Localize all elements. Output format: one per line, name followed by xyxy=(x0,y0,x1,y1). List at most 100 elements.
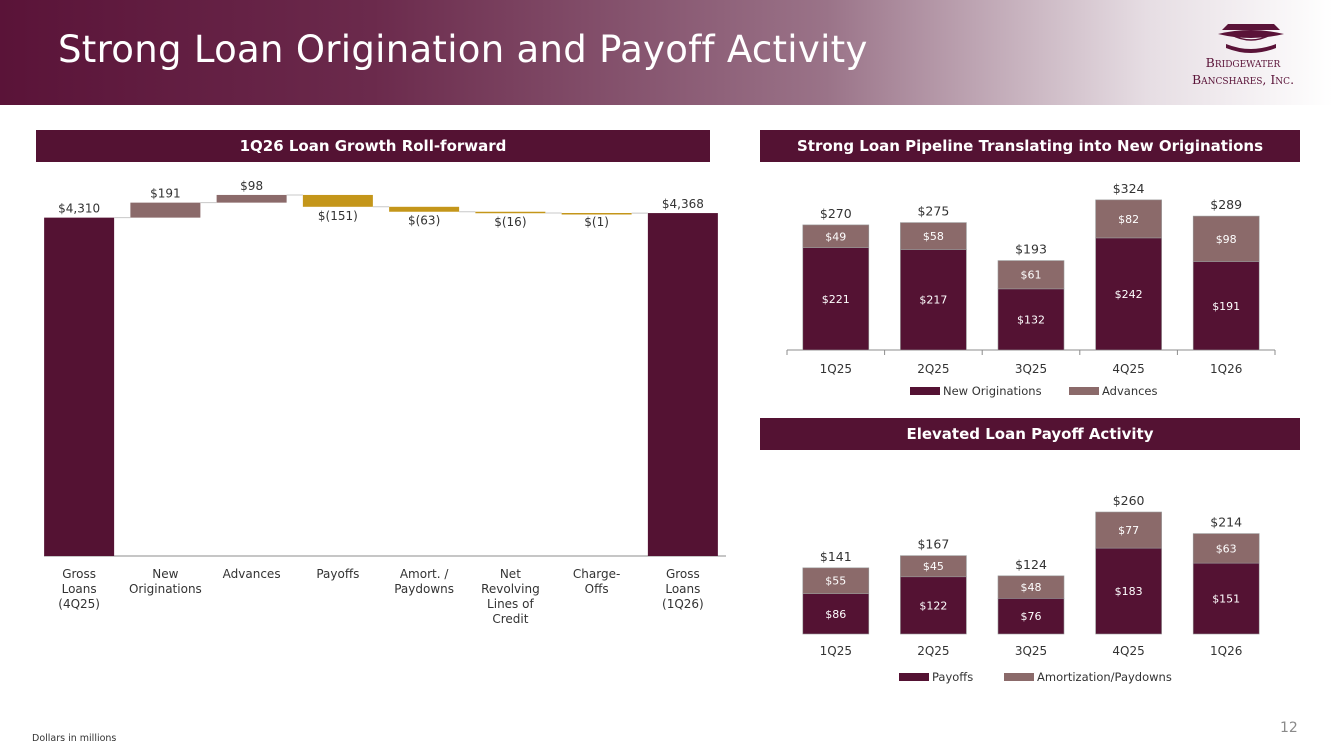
payoff-segment-label: $151 xyxy=(1212,593,1240,606)
pipeline-legend-swatch xyxy=(1069,387,1099,395)
logo-wordmark: Bridgewater Bancshares, Inc. xyxy=(1168,54,1318,88)
waterfall-category-label: Advances xyxy=(223,567,281,581)
pipeline-total-label: $289 xyxy=(1210,197,1242,212)
waterfall-bar xyxy=(647,213,718,556)
pipeline-chart-title: Strong Loan Pipeline Translating into Ne… xyxy=(760,130,1300,162)
pipeline-bar-secondary xyxy=(1095,199,1162,239)
payoff-bar-secondary xyxy=(997,575,1065,599)
waterfall-data-label: $(63) xyxy=(408,214,440,228)
footnote: Dollars in millions xyxy=(32,733,117,744)
payoff-category-label: 3Q25 xyxy=(1015,644,1047,658)
logo-line-2: Bancshares, Inc. xyxy=(1191,72,1295,87)
pipeline-bar-secondary xyxy=(802,224,870,248)
payoff-legend-swatch xyxy=(899,673,929,681)
payoff-category-label: 4Q25 xyxy=(1112,644,1144,658)
waterfall-category-label: Loans xyxy=(665,582,700,596)
waterfall-category-label: Lines of xyxy=(487,597,534,611)
payoff-bar-primary xyxy=(1192,562,1260,635)
waterfall-bar xyxy=(389,206,460,212)
waterfall-data-label: $4,310 xyxy=(58,202,100,216)
waterfall-data-label: $4,368 xyxy=(662,197,704,211)
payoff-bar-primary xyxy=(900,576,967,635)
page-title: Strong Loan Origination and Payoff Activ… xyxy=(58,28,868,71)
payoff-chart-title: Elevated Loan Payoff Activity xyxy=(760,418,1300,450)
pipeline-bar-primary xyxy=(802,247,870,351)
pipeline-bar-primary xyxy=(900,249,967,351)
waterfall-category-label: (1Q26) xyxy=(662,597,704,611)
payoff-segment-label: $45 xyxy=(923,560,944,573)
payoff-bar-secondary xyxy=(900,555,967,578)
waterfall-category-label: Gross xyxy=(666,567,700,581)
payoff-segment-label: $76 xyxy=(1021,610,1042,623)
pipeline-segment-label: $49 xyxy=(825,230,846,243)
pipeline-category-label: 1Q26 xyxy=(1210,362,1242,376)
pipeline-bar-secondary xyxy=(900,222,967,250)
logo-line-1: Bridgewater xyxy=(1205,55,1281,70)
waterfall-category-label: Net xyxy=(500,567,521,581)
pipeline-legend-label: Advances xyxy=(1102,384,1158,398)
waterfall-category-label: Amort. / xyxy=(400,567,450,581)
waterfall-bar xyxy=(44,217,115,556)
pipeline-segment-label: $217 xyxy=(919,294,947,307)
waterfall-data-label: $(1) xyxy=(584,215,609,229)
payoff-bar-secondary xyxy=(1095,511,1162,549)
waterfall-category-label: Credit xyxy=(492,612,528,626)
pipeline-bar-primary xyxy=(1095,237,1162,351)
logo-icon xyxy=(1218,24,1284,53)
payoff-bar-primary xyxy=(1095,547,1162,635)
pipeline-total-label: $270 xyxy=(820,206,852,221)
payoff-bar-secondary xyxy=(802,567,870,594)
pipeline-category-label: 2Q25 xyxy=(917,362,949,376)
pipeline-total-label: $275 xyxy=(917,204,949,219)
pipeline-segment-label: $58 xyxy=(923,230,944,243)
waterfall-category-label: Revolving xyxy=(481,582,540,596)
payoff-segment-label: $48 xyxy=(1021,581,1042,594)
pipeline-segment-label: $191 xyxy=(1212,300,1240,313)
payoff-segment-label: $183 xyxy=(1115,585,1143,598)
payoff-total-label: $260 xyxy=(1113,493,1145,508)
pipeline-segment-label: $221 xyxy=(822,293,850,306)
waterfall-bar xyxy=(130,202,201,218)
pipeline-segment-label: $61 xyxy=(1021,269,1042,282)
waterfall-data-label: $191 xyxy=(150,187,181,201)
waterfall-category-label: New xyxy=(152,567,178,581)
pipeline-bar-secondary xyxy=(1192,215,1260,262)
pipeline-segment-label: $98 xyxy=(1216,233,1237,246)
waterfall-data-label: $(151) xyxy=(318,209,358,223)
payoff-segment-label: $122 xyxy=(919,599,947,612)
payoff-legend-label: Payoffs xyxy=(932,670,973,684)
pipeline-segment-label: $82 xyxy=(1118,213,1139,226)
pipeline-total-label: $193 xyxy=(1015,242,1047,257)
waterfall-chart-title: 1Q26 Loan Growth Roll-forward xyxy=(36,130,710,162)
waterfall-category-label: Originations xyxy=(129,582,202,596)
payoff-segment-label: $63 xyxy=(1216,542,1237,555)
payoff-bar-secondary xyxy=(1192,533,1260,564)
payoff-total-label: $124 xyxy=(1015,557,1047,572)
payoff-total-label: $141 xyxy=(820,549,852,564)
page-number: 12 xyxy=(1280,720,1298,736)
payoff-legend-label: Amortization/Paydowns xyxy=(1037,670,1172,684)
payoff-segment-label: $86 xyxy=(825,608,846,621)
waterfall-category-label: (4Q25) xyxy=(58,597,100,611)
pipeline-total-label: $324 xyxy=(1113,181,1145,196)
payoff-legend-swatch xyxy=(1004,673,1034,681)
pipeline-bar-primary xyxy=(1192,261,1260,351)
pipeline-category-label: 1Q25 xyxy=(820,362,852,376)
payoff-category-label: 1Q25 xyxy=(820,644,852,658)
payoff-bar-primary xyxy=(997,598,1065,635)
payoff-category-label: 1Q26 xyxy=(1210,644,1242,658)
waterfall-category-label: Gross xyxy=(62,567,96,581)
pipeline-category-label: 4Q25 xyxy=(1112,362,1144,376)
waterfall-data-label: $(16) xyxy=(494,215,526,229)
pipeline-category-label: 3Q25 xyxy=(1015,362,1047,376)
pipeline-legend-label: New Originations xyxy=(943,384,1042,398)
header-band: Strong Loan Origination and Payoff Activ… xyxy=(0,0,1333,105)
waterfall-bar xyxy=(561,212,632,215)
pipeline-segment-label: $242 xyxy=(1115,288,1143,301)
payoff-segment-label: $77 xyxy=(1118,524,1139,537)
pipeline-segment-label: $132 xyxy=(1017,313,1045,326)
waterfall-data-label: $98 xyxy=(240,179,263,193)
pipeline-bar-secondary xyxy=(997,260,1065,290)
payoff-total-label: $167 xyxy=(917,537,949,552)
waterfall-bar xyxy=(216,194,287,203)
